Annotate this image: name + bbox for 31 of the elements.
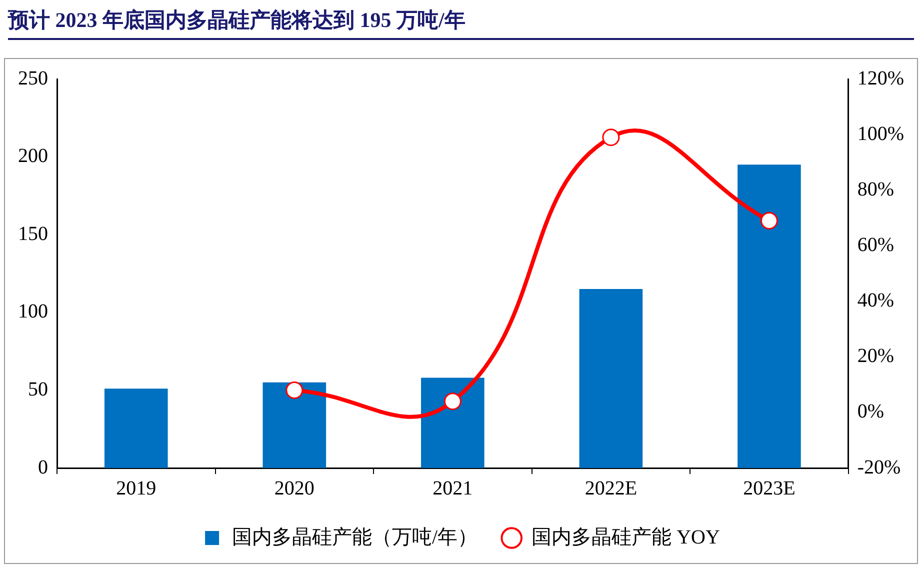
y-tick-label: 150	[18, 222, 48, 245]
x-tick-label: 2021	[432, 477, 473, 500]
y-tick-label: 100	[18, 300, 48, 323]
point	[444, 392, 462, 410]
bar	[104, 388, 168, 468]
y2-tick-label: 60%	[857, 234, 894, 256]
bar	[738, 164, 801, 468]
y2-tick-label: 100%	[857, 122, 904, 145]
x-tick-label: 2022E	[584, 477, 638, 500]
y2-tick-label: 20%	[857, 345, 894, 368]
y2-tick-label: 120%	[857, 67, 904, 90]
x-tick-label: 2023E	[743, 477, 796, 500]
y-tick-label: 250	[18, 67, 48, 90]
y2-tick-label: 0%	[857, 400, 884, 423]
chart-title: 预计 2023 年底国内多晶硅产能将达到 195 万吨/年	[8, 6, 914, 40]
y2-tick-label: 80%	[857, 178, 894, 200]
x-tick-label: 2019	[116, 477, 156, 500]
bar	[579, 289, 643, 468]
y-tick-label: 200	[18, 145, 48, 168]
y2-tick-label: 40%	[857, 290, 894, 312]
y2-tick-label: -20%	[857, 456, 901, 478]
bar	[262, 382, 326, 468]
bar	[421, 378, 484, 468]
x-tick-label: 2020	[274, 477, 314, 500]
y-tick-label: 0	[38, 456, 48, 478]
point	[760, 212, 778, 230]
point	[602, 128, 620, 146]
y-tick-label: 50	[28, 378, 48, 400]
point	[286, 381, 304, 399]
legend-label: 国内多晶硅产能（万吨/年）	[232, 526, 478, 548]
legend-label: 国内多晶硅产能 YOY	[532, 526, 720, 548]
